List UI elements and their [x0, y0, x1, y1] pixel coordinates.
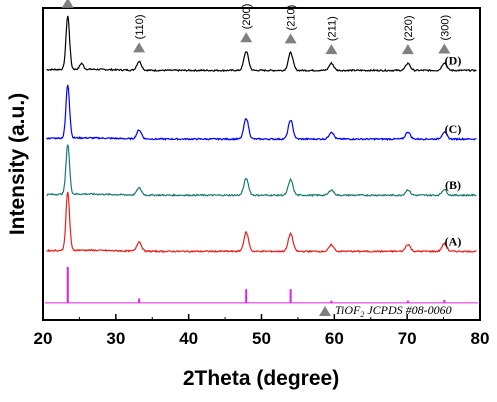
reference-sticks: [45, 266, 478, 304]
legend: TiOF2 JCPDS #08-0060: [319, 303, 452, 319]
peak-label: (110): [134, 14, 146, 39]
peak-label: (300): [439, 15, 451, 41]
series-label-a: (A): [445, 234, 462, 248]
peak-triangle-marker: [284, 33, 297, 44]
series-line-b: [46, 144, 477, 198]
x-tick-label: 70: [398, 329, 417, 348]
x-tick-label: 80: [471, 329, 490, 348]
peak-triangle-marker: [325, 44, 338, 55]
series-layer: [46, 15, 477, 254]
peak-label: (210): [286, 5, 298, 31]
x-axis-title: 2Theta (degree): [183, 367, 339, 390]
legend-label: TiOF2 JCPDS #08-0060: [335, 303, 452, 319]
peak-triangle-marker: [401, 44, 414, 55]
x-axis: 20 30 40 50 60 70 80: [34, 314, 490, 348]
series-line-c: [46, 84, 477, 142]
series-line-a: [46, 191, 477, 254]
series-line-d: [46, 15, 477, 73]
series-label-b: (B): [445, 178, 461, 192]
series-labels: (D) (C) (B) (A): [445, 53, 462, 248]
x-tick-label: 20: [34, 329, 53, 348]
peak-triangle-marker: [133, 42, 146, 53]
series-label-c: (C): [445, 122, 462, 136]
x-tick-label: 50: [252, 329, 271, 348]
peak-label: (200): [241, 4, 253, 30]
peak-markers: (100)(110)(200)(210)(211)(220)(300): [61, 0, 451, 55]
legend-triangle-marker: [319, 306, 331, 316]
series-label-d: (D): [445, 53, 462, 67]
x-tick-label: 40: [179, 329, 198, 348]
plot-frame: [42, 7, 481, 321]
peak-triangle-marker: [240, 32, 253, 43]
y-axis-title: Intensity (a.u.): [6, 93, 29, 235]
peak-triangle-marker: [438, 43, 451, 54]
peak-label: (220): [403, 15, 415, 41]
peak-label: (211): [326, 16, 338, 41]
x-tick-label: 60: [325, 329, 344, 348]
x-tick-label: 30: [106, 329, 125, 348]
peak-triangle-marker: [61, 0, 74, 8]
